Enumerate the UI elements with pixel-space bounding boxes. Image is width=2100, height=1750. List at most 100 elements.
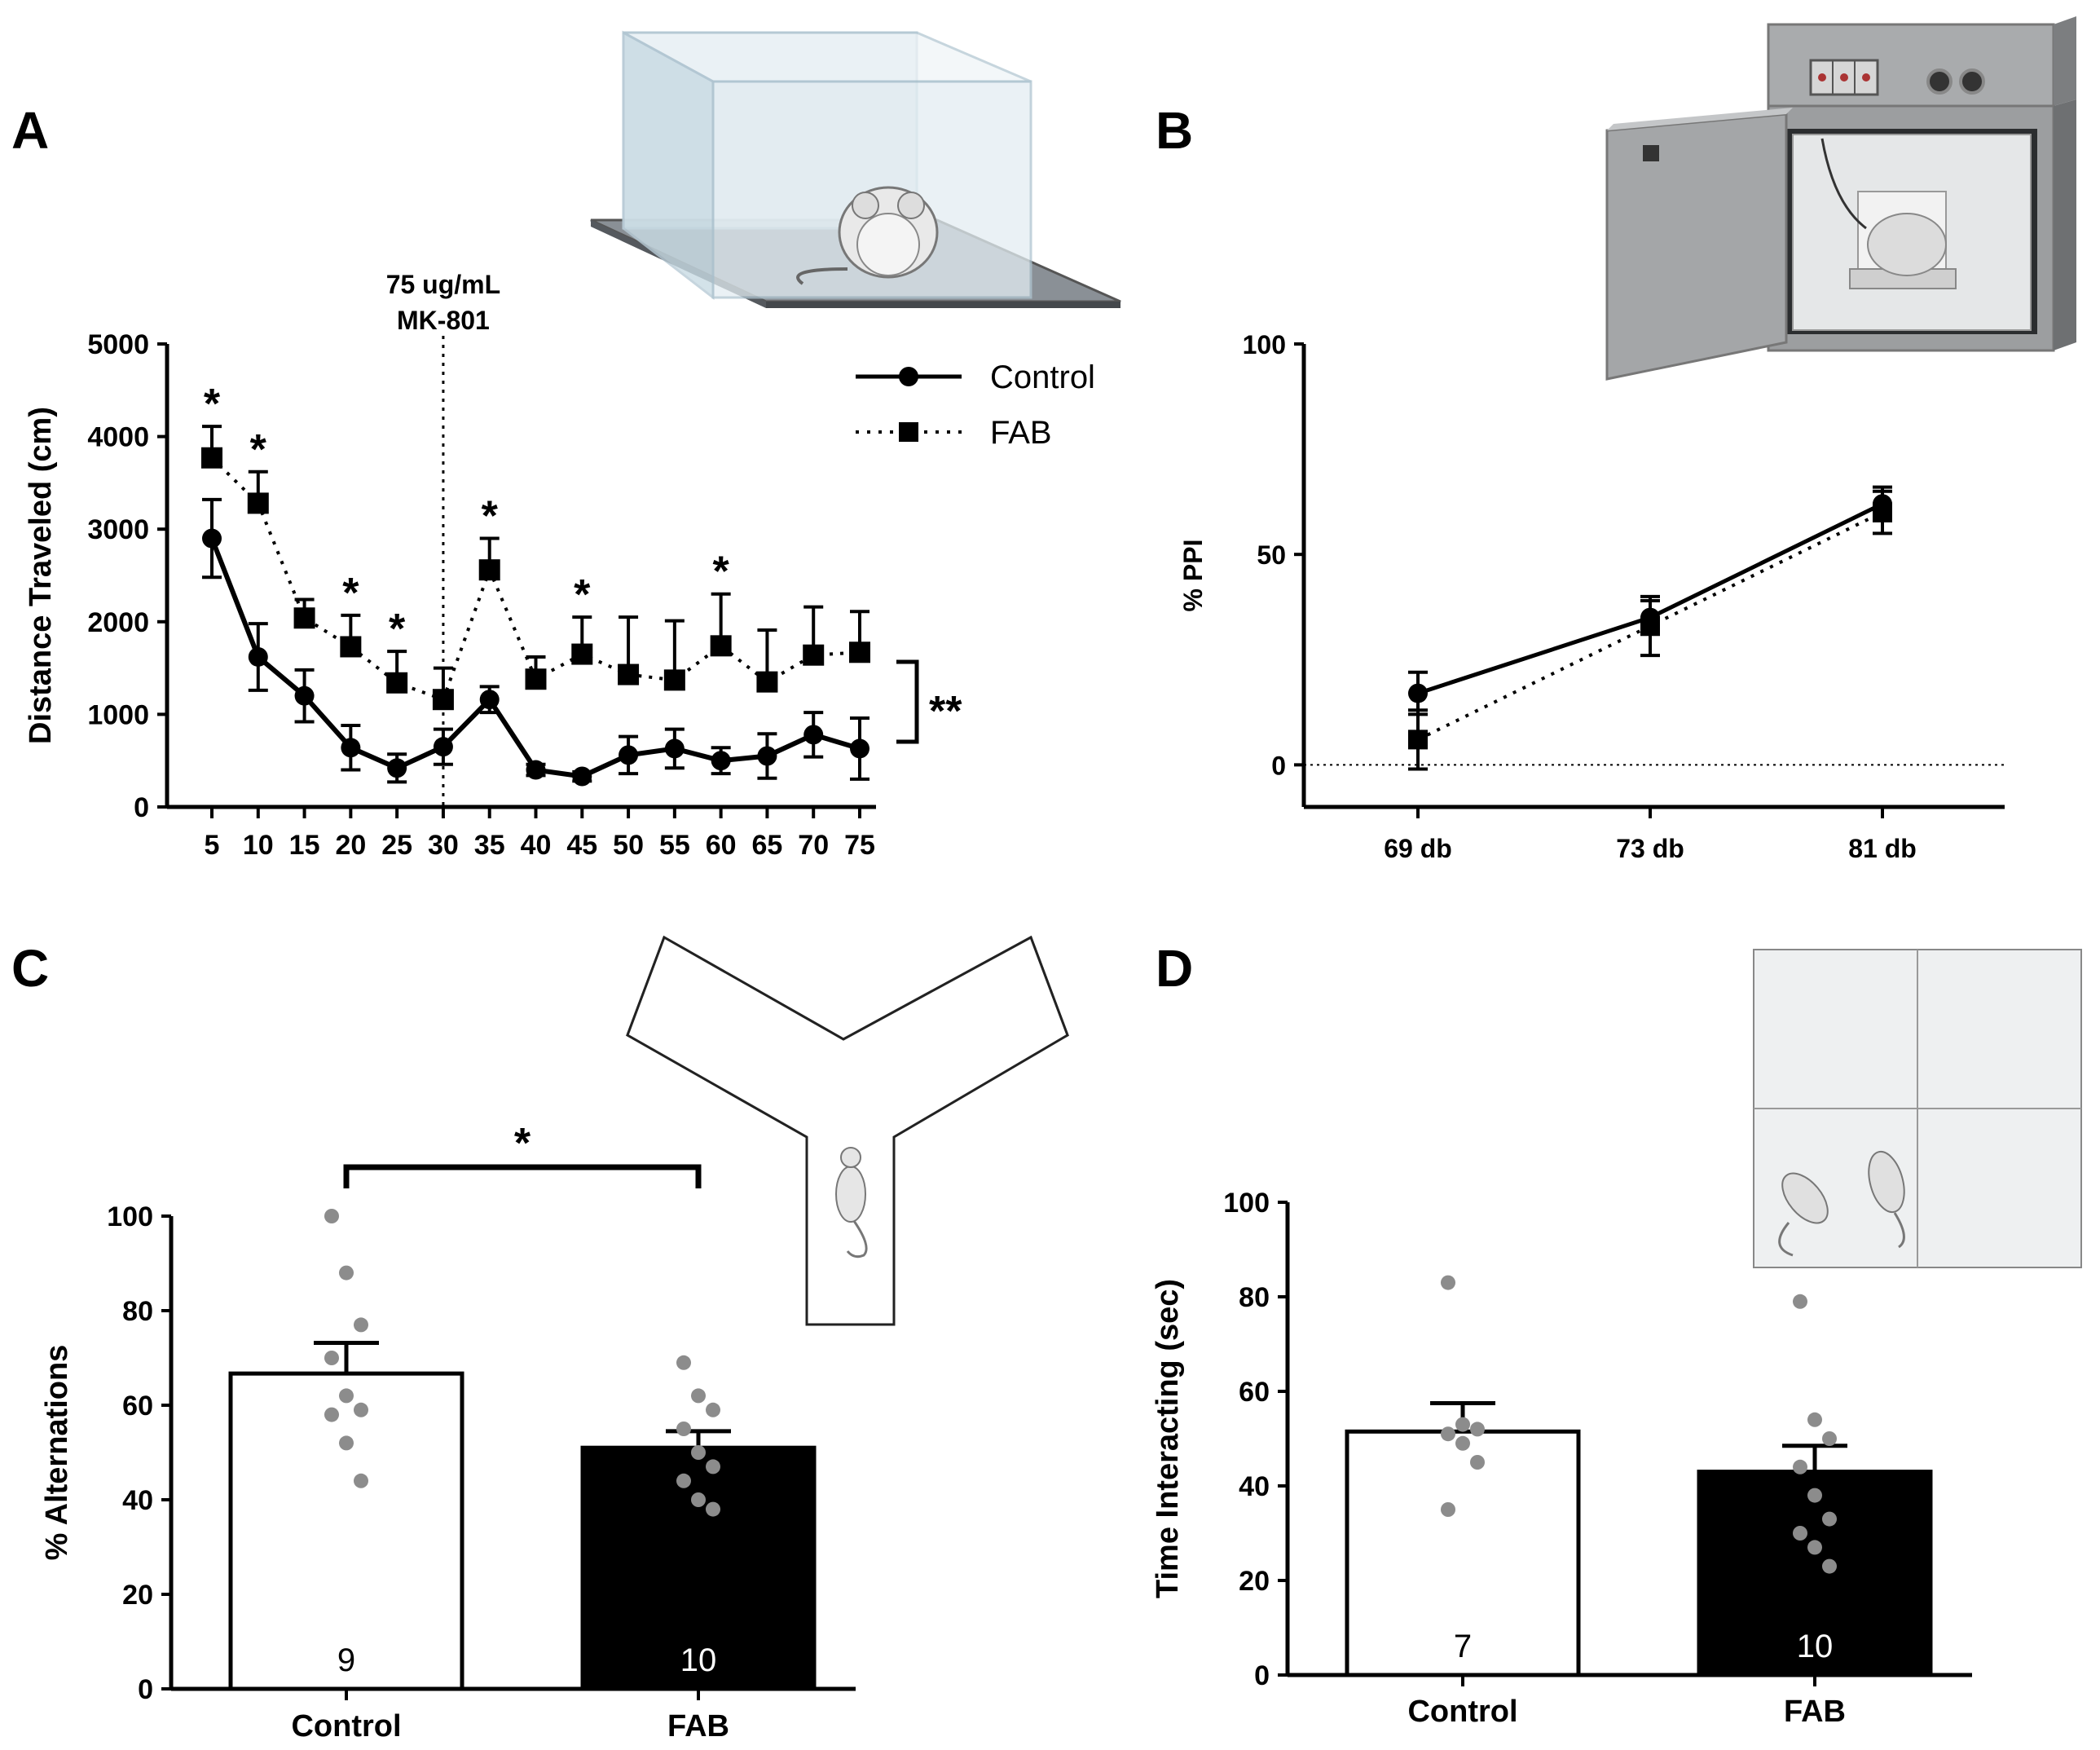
a-point-fab xyxy=(432,689,454,711)
d-y-tick-label: 20 xyxy=(1239,1566,1270,1597)
c-data-point xyxy=(676,1422,691,1436)
chart-d: 0 20 40 60 80 100 Control 7 FAB 10 Time Interact… xyxy=(1151,1188,1972,1729)
d-data-point xyxy=(1822,1558,1837,1574)
a-y-tick-label: 2000 xyxy=(87,607,149,638)
startle-chamber-illustration xyxy=(1605,16,2076,381)
c-y-tick-label: 0 xyxy=(138,1674,153,1705)
a-point-fab xyxy=(710,635,732,657)
a-legend: Control FAB xyxy=(856,359,1095,451)
c-data-point xyxy=(354,1402,368,1417)
c-y-tick-label: 80 xyxy=(122,1296,153,1327)
a-x-tick-label: 50 xyxy=(613,830,644,861)
a-x-tick-label: 35 xyxy=(474,830,505,861)
c-y-tick-label: 100 xyxy=(107,1201,153,1232)
d-y-tick-label: 0 xyxy=(1254,1660,1270,1691)
a-x-tick-label: 20 xyxy=(335,830,366,861)
open-field-illustration xyxy=(590,30,1121,308)
a-x-tick-label: 25 xyxy=(381,830,412,861)
a-x-tick-label: 40 xyxy=(521,830,552,861)
legend-control-marker xyxy=(899,367,918,386)
a-point-control xyxy=(664,738,685,759)
a-significance-star: * xyxy=(250,426,267,474)
a-point-fab xyxy=(478,559,500,581)
d-y-tick-label: 80 xyxy=(1239,1282,1270,1313)
a-point-fab xyxy=(849,641,870,663)
a-y-tick-label: 5000 xyxy=(87,329,149,360)
c-bar-fab xyxy=(580,1445,817,1691)
a-y-tick-label: 4000 xyxy=(87,422,149,453)
b-x-tick-label: 81 db xyxy=(1848,834,1917,863)
d-data-point xyxy=(1441,1502,1455,1517)
a-point-control xyxy=(803,725,824,745)
a-x-tick-label: 15 xyxy=(289,830,320,861)
legend-fab-marker xyxy=(899,422,918,442)
a-x-tick-label: 65 xyxy=(752,830,783,861)
b-x-tick-label: 73 db xyxy=(1616,834,1684,863)
a-y-tick-label: 3000 xyxy=(87,514,149,545)
d-data-point xyxy=(1455,1417,1470,1432)
d-data-point xyxy=(1822,1511,1837,1527)
b-point-control xyxy=(1873,494,1892,514)
a-x-tick-label: 30 xyxy=(428,830,459,861)
a-x-tick-label: 5 xyxy=(205,830,220,861)
a-point-fab xyxy=(803,644,825,666)
c-data-point xyxy=(691,1388,706,1404)
a-group-significance: ** xyxy=(929,688,962,735)
c-data-point xyxy=(339,1388,354,1404)
c-data-point xyxy=(339,1265,354,1281)
c-data-point xyxy=(324,1209,339,1223)
a-point-fab xyxy=(247,492,269,514)
a-x-tick-label: 45 xyxy=(566,830,597,861)
d-x-tick-label: Control xyxy=(1407,1695,1517,1729)
d-data-point xyxy=(1441,1275,1455,1290)
a-y-axis-label: Distance Traveled (cm) xyxy=(24,407,58,744)
a-point-fab xyxy=(663,669,685,691)
a-point-control xyxy=(850,738,869,759)
d-bar-control xyxy=(1345,1429,1581,1677)
c-y-tick-label: 40 xyxy=(122,1485,153,1516)
c-y-tick-label: 60 xyxy=(122,1391,153,1422)
a-point-control xyxy=(433,737,453,757)
panel-label-a: A xyxy=(11,101,49,160)
d-bar-fab xyxy=(1697,1470,1933,1677)
mk801-label-dose: 75 ug/mL xyxy=(386,270,500,299)
c-significance-star: * xyxy=(514,1120,531,1167)
a-x-tick-label: 60 xyxy=(706,830,737,861)
a-significance-star: * xyxy=(574,571,591,619)
d-data-point xyxy=(1807,1540,1822,1555)
a-point-control xyxy=(294,685,315,706)
a-point-fab xyxy=(618,663,640,685)
a-x-tick-label: 10 xyxy=(243,830,274,861)
c-data-point xyxy=(324,1351,339,1365)
c-data-point xyxy=(706,1402,720,1417)
a-point-control xyxy=(387,758,407,778)
a-significance-star: * xyxy=(713,549,730,596)
d-x-tick-label: FAB xyxy=(1784,1695,1846,1729)
c-y-axis-label: % Alternations xyxy=(40,1345,74,1561)
c-x-tick-label: FAB xyxy=(667,1709,729,1743)
d-data-point xyxy=(1822,1431,1837,1446)
a-point-fab xyxy=(525,668,547,690)
a-point-fab xyxy=(756,671,778,693)
a-point-control xyxy=(619,745,639,765)
chart-b: 0 50 100 69 db 73 db 81 db % PPI xyxy=(1178,330,2005,863)
c-data-point xyxy=(324,1407,339,1422)
a-point-control xyxy=(248,646,268,667)
legend-fab-label: FAB xyxy=(990,415,1052,451)
d-data-point xyxy=(1793,1294,1807,1309)
d-data-point xyxy=(1793,1526,1807,1541)
d-data-point xyxy=(1807,1412,1822,1427)
a-group-bracket xyxy=(896,659,919,744)
mk801-label-drug: MK-801 xyxy=(397,306,490,335)
a-point-fab xyxy=(340,636,362,658)
d-data-point xyxy=(1807,1488,1822,1503)
panel-label-d: D xyxy=(1156,939,1193,998)
d-y-axis-label: Time Interacting (sec) xyxy=(1151,1279,1185,1598)
a-point-control xyxy=(479,690,500,710)
d-y-tick-label: 40 xyxy=(1239,1471,1270,1502)
b-y-tick-label: 50 xyxy=(1257,540,1286,570)
social-arena-illustration xyxy=(1753,949,2082,1268)
d-y-tick-label: 60 xyxy=(1239,1377,1270,1408)
d-data-point xyxy=(1793,1459,1807,1474)
